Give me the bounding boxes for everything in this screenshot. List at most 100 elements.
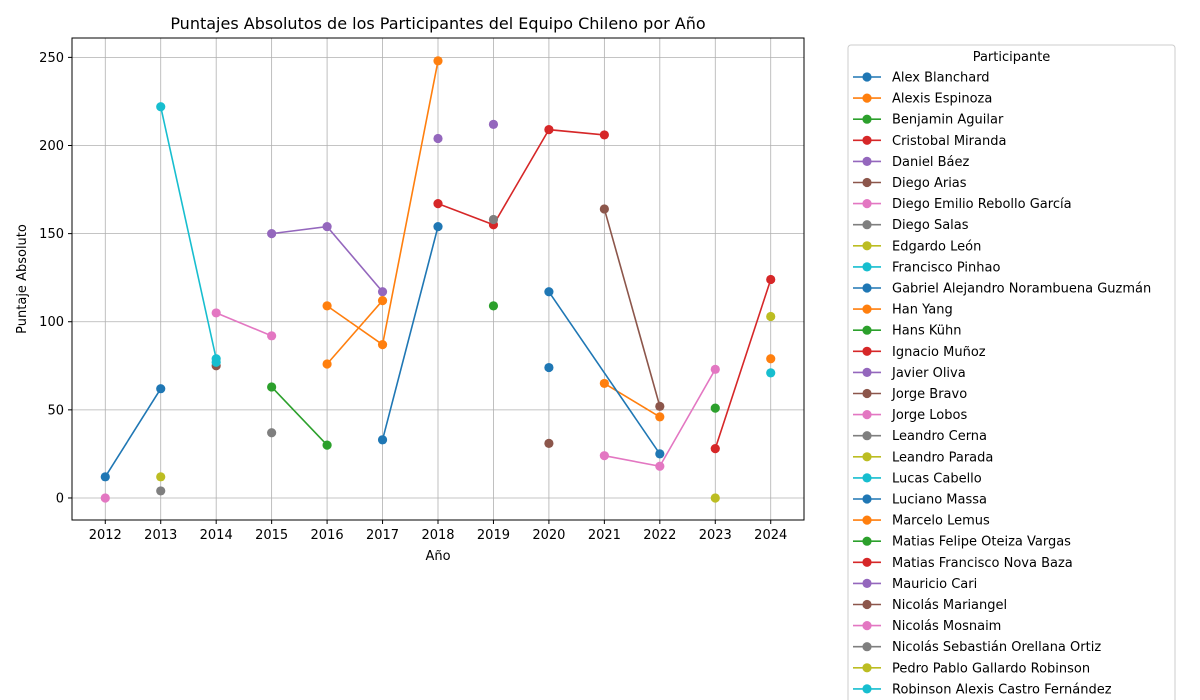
data-point <box>599 130 609 140</box>
legend-marker <box>862 367 872 377</box>
legend-item: Lucas Cabello <box>853 471 982 486</box>
data-point <box>655 401 665 411</box>
legend-label: Matias Felipe Oteiza Vargas <box>892 535 1071 550</box>
legend-label: Nicolás Sebastián Orellana Ortiz <box>892 640 1101 655</box>
legend-label: Alex Blanchard <box>892 71 990 86</box>
legend-item: Cristobal Miranda <box>853 134 1006 149</box>
series-line <box>548 291 661 455</box>
data-point <box>267 428 277 438</box>
x-tick-label: 2017 <box>366 528 399 543</box>
legend-box <box>847 44 1176 700</box>
legend-item: Diego Arias <box>853 176 967 191</box>
legend-item: Alexis Espinoza <box>853 92 992 107</box>
series-line <box>437 128 605 226</box>
legend-item: Ignacio Muñoz <box>853 345 986 360</box>
legend-label: Diego Salas <box>892 218 969 233</box>
legend-label: Lucas Cabello <box>892 471 982 486</box>
data-point <box>322 440 332 450</box>
legend-item: Leandro Parada <box>853 450 993 465</box>
legend-item: Jorge Lobos <box>853 408 967 423</box>
data-point <box>322 301 332 311</box>
data-point <box>544 125 554 135</box>
series <box>377 221 443 445</box>
data-point <box>156 486 166 496</box>
legend-label: Matias Francisco Nova Baza <box>892 556 1073 571</box>
legend-marker <box>862 684 872 694</box>
series-layer <box>100 56 776 503</box>
data-point <box>100 472 110 482</box>
series <box>211 357 221 367</box>
legend-item: Matias Felipe Oteiza Vargas <box>853 535 1071 550</box>
legend-item: Pedro Pablo Gallardo Robinson <box>853 661 1090 676</box>
data-point <box>599 378 609 389</box>
legend-label: Diego Emilio Rebollo García <box>892 197 1072 212</box>
series <box>710 274 776 454</box>
legend-item: Alex Blanchard <box>853 71 990 86</box>
y-ticks: 0 50 100 150 200 250 <box>39 51 72 506</box>
legend-marker <box>862 431 872 441</box>
legend-item: Matias Francisco Nova Baza <box>853 556 1073 571</box>
legend-marker <box>862 135 872 145</box>
legend-label: Leandro Parada <box>892 450 993 465</box>
legend-label: Pedro Pablo Gallardo Robinson <box>892 661 1090 676</box>
legend-label: Mauricio Cari <box>892 577 977 592</box>
x-tick-label: 2024 <box>754 528 787 543</box>
series <box>100 384 166 482</box>
x-tick-label: 2014 <box>200 528 233 543</box>
legend-label: Diego Arias <box>892 176 967 191</box>
data-point <box>488 119 499 129</box>
data-point <box>433 221 443 232</box>
y-tick-label: 150 <box>39 227 64 242</box>
y-tick-label: 100 <box>39 315 64 330</box>
x-tick-label: 2019 <box>477 528 510 543</box>
data-point <box>267 229 277 239</box>
series <box>488 301 499 311</box>
series <box>544 362 554 373</box>
legend-item: Luciano Massa <box>853 493 987 508</box>
data-point <box>211 308 221 318</box>
series-line <box>603 382 661 418</box>
legend-item: Gabriel Alejandro Norambuena Guzmán <box>853 282 1151 297</box>
legend-label: Nicolás Mosnaim <box>892 619 1001 634</box>
data-point <box>488 301 499 311</box>
legend-item: Hans Kühn <box>853 324 961 339</box>
series <box>156 472 166 482</box>
x-tick-label: 2013 <box>144 528 177 543</box>
legend-item: Edgardo León <box>853 239 981 254</box>
legend-marker <box>862 177 872 188</box>
data-point <box>433 199 443 209</box>
series <box>488 214 499 225</box>
data-point <box>433 56 443 66</box>
series <box>599 364 720 471</box>
series <box>488 119 499 129</box>
data-point <box>766 274 776 285</box>
data-point <box>267 382 277 392</box>
legend-item: Nicolás Sebastián Orellana Ortiz <box>853 640 1101 655</box>
data-point <box>377 287 388 297</box>
series-line <box>326 300 384 365</box>
legend-item: Francisco Pinhao <box>853 260 1000 275</box>
data-point <box>377 340 388 350</box>
legend-marker <box>862 578 872 589</box>
series <box>710 403 720 413</box>
legend-marker <box>862 93 872 103</box>
legend-item: Nicolás Mariangel <box>853 598 1007 613</box>
series <box>156 486 166 496</box>
data-point <box>766 311 776 322</box>
legend-label: Jorge Bravo <box>891 387 967 402</box>
series-line <box>714 279 772 449</box>
legend-marker <box>862 325 872 335</box>
series <box>322 295 388 369</box>
legend-label: Ignacio Muñoz <box>892 345 986 360</box>
x-tick-label: 2021 <box>588 528 621 543</box>
legend-label: Daniel Báez <box>892 155 969 170</box>
series <box>267 221 388 297</box>
data-point <box>710 364 720 374</box>
data-point <box>211 357 221 367</box>
legend-label: Jorge Lobos <box>891 408 967 423</box>
x-tick-label: 2016 <box>311 528 344 543</box>
legend-marker <box>862 262 872 272</box>
legend-label: Marcelo Lemus <box>892 514 990 529</box>
data-point <box>156 102 166 112</box>
legend-label: Luciano Massa <box>892 493 987 508</box>
